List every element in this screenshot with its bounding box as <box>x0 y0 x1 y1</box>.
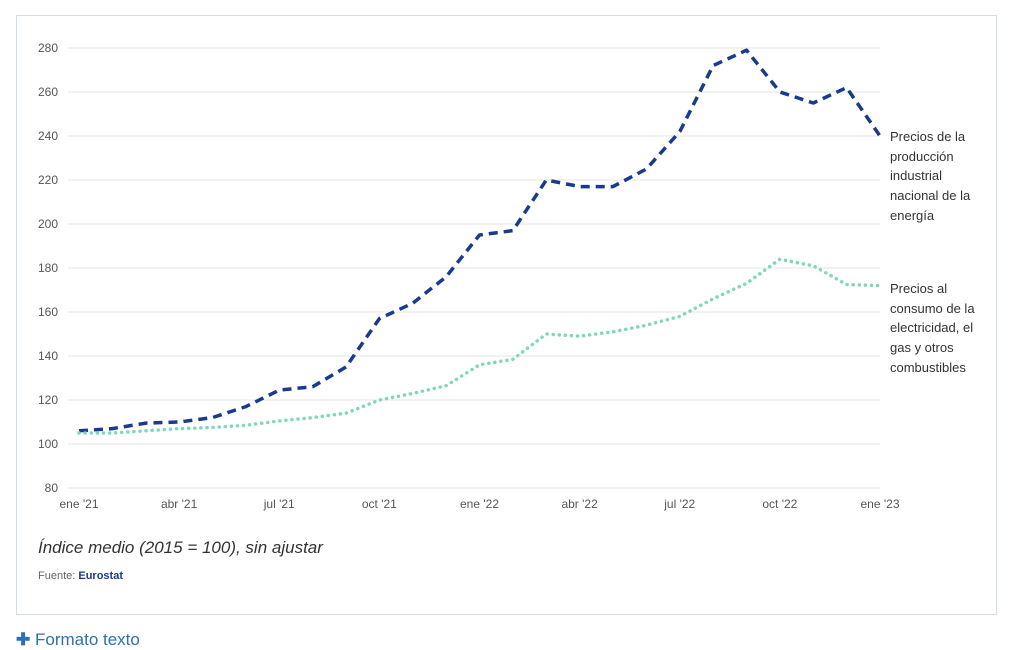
source-link[interactable]: Eurostat <box>78 570 123 582</box>
x-tick-label: abr '22 <box>561 497 598 511</box>
plus-icon: ✚ <box>16 630 31 649</box>
y-tick-label: 200 <box>38 217 58 231</box>
y-tick-label: 120 <box>38 393 58 407</box>
format-text-label: Formato texto <box>34 630 140 649</box>
source-label: Fuente: <box>38 570 76 582</box>
y-tick-label: 80 <box>45 481 59 495</box>
chart-subtitle: Índice medio (2015 = 100), sin ajustar <box>38 538 323 557</box>
series-line-0 <box>78 48 882 433</box>
x-tick-label: jul '22 <box>663 497 695 511</box>
y-tick-label: 240 <box>38 129 58 143</box>
y-tick-label: 220 <box>38 173 58 187</box>
y-tick-label: 180 <box>38 261 58 275</box>
chart-card <box>16 15 997 615</box>
x-tick-label: oct '22 <box>762 497 797 511</box>
source-line: Fuente: Eurostat <box>38 570 123 582</box>
x-tick-label: jul '21 <box>263 497 295 511</box>
y-tick-label: 100 <box>38 437 58 451</box>
y-tick-label: 280 <box>38 41 58 55</box>
y-tick-label: 140 <box>38 349 58 363</box>
series-label-energy-production: Precios de la producción industrial naci… <box>890 129 971 223</box>
y-tick-label: 160 <box>38 305 58 319</box>
x-tick-label: oct '21 <box>362 497 397 511</box>
x-tick-label: ene '21 <box>60 497 99 511</box>
series-line-1 <box>77 257 882 435</box>
x-tick-label: abr '21 <box>161 497 198 511</box>
format-text-link[interactable]: ✚ Formato texto <box>16 630 140 650</box>
x-tick-label: ene '22 <box>460 497 499 511</box>
series-label-consumer-energy: Precios al consumo de la electricidad, e… <box>890 281 975 375</box>
x-tick-label: ene '23 <box>861 497 900 511</box>
y-tick-label: 260 <box>38 85 58 99</box>
